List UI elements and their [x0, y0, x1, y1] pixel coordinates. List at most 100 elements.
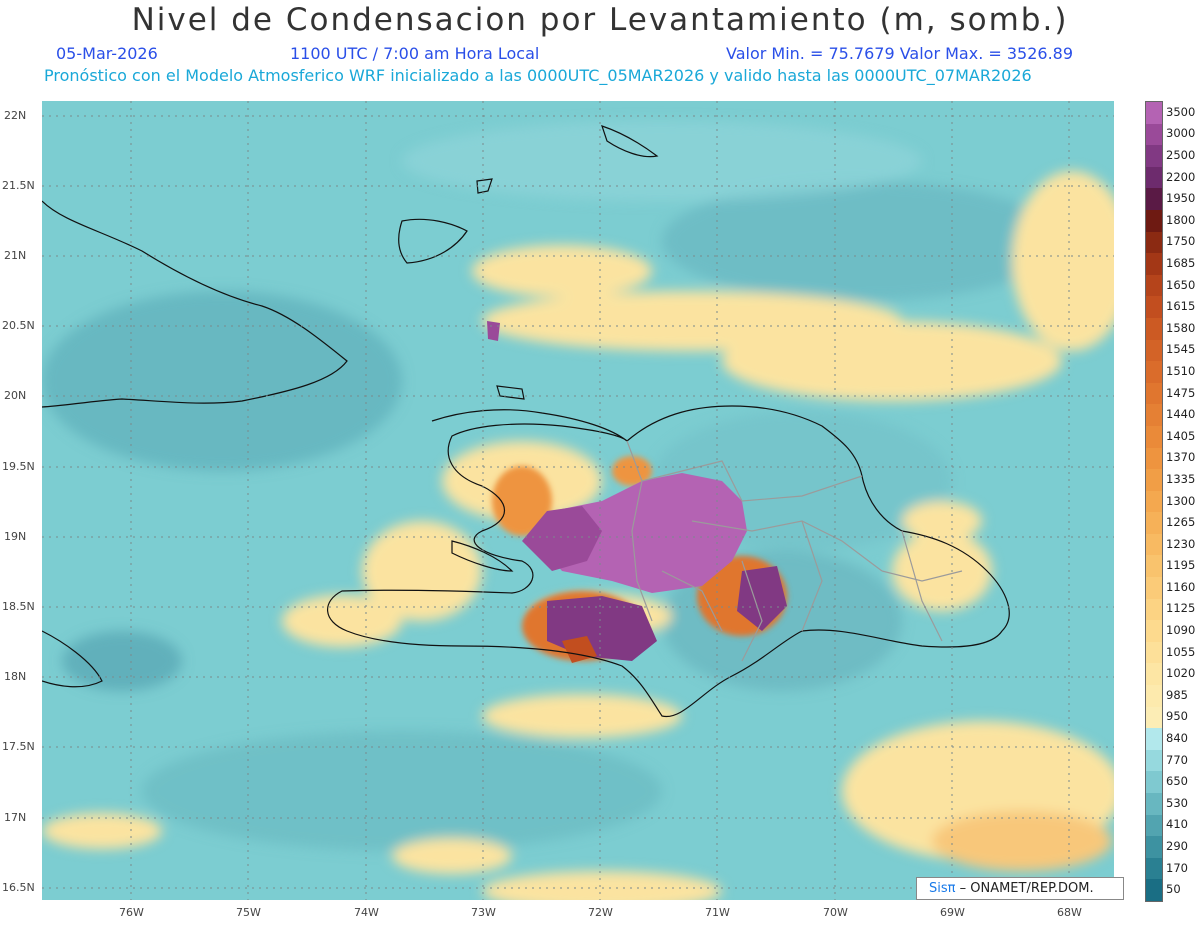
- colorbar-level-label: 1335: [1166, 471, 1196, 486]
- colorbar-level-label: 1370: [1166, 450, 1196, 465]
- lon-label: 75W: [236, 906, 261, 919]
- colorbar-level-label: 770: [1166, 752, 1188, 767]
- colorbar-segment: [1146, 145, 1162, 167]
- colorbar-level-label: 170: [1166, 860, 1188, 875]
- colorbar-level-label: 1580: [1166, 320, 1196, 335]
- map-title: Nivel de Condensacion por Levantamiento …: [131, 2, 1069, 38]
- bahamas-island-1: [398, 218, 468, 264]
- colorbar-segment: [1146, 253, 1162, 275]
- colorbar-segment: [1146, 102, 1162, 124]
- colorbar-segment: [1146, 577, 1162, 599]
- lat-label: 21N: [4, 249, 27, 262]
- colorbar-segment: [1146, 663, 1162, 686]
- colorbar-segment: [1146, 836, 1162, 858]
- colorbar-level-label: 3500: [1166, 104, 1196, 119]
- colorbar-segment: [1146, 123, 1162, 146]
- colorbar-segment: [1146, 728, 1162, 750]
- lon-label: 76W: [119, 906, 144, 919]
- hispaniola-coast: [327, 405, 1010, 718]
- lat-label: 17N: [4, 811, 27, 824]
- colorbar-level-label: 1615: [1166, 299, 1196, 314]
- colorbar-segment: [1146, 425, 1162, 448]
- lat-label: 21.5N: [2, 179, 35, 192]
- colorbar-level-label: 1160: [1166, 579, 1196, 594]
- lat-label: 18.5N: [2, 600, 35, 613]
- colorbar-level-label: 1055: [1166, 644, 1196, 659]
- bahamas-island-2: [601, 125, 659, 158]
- sispi-logo: Sisπ: [929, 881, 956, 896]
- colorbar-segment: [1146, 447, 1162, 470]
- colorbar-segment: [1146, 317, 1162, 340]
- jamaica-coast: [42, 630, 103, 688]
- colorbar-level-label: 1300: [1166, 493, 1196, 508]
- colorbar-level-label: 530: [1166, 795, 1188, 810]
- colorbar-level-label: 1020: [1166, 666, 1196, 681]
- colorbar-level-label: 1405: [1166, 428, 1196, 443]
- colorbar-segment: [1146, 771, 1162, 793]
- colorbar-segment: [1146, 188, 1162, 210]
- colorbar-level-label: 650: [1166, 774, 1188, 789]
- forecast-map[interactable]: [42, 101, 1114, 900]
- cuba-coast: [42, 200, 348, 408]
- colorbar-level-label: 985: [1166, 687, 1188, 702]
- colorbar-level-label: 410: [1166, 817, 1188, 832]
- colorbar-level-label: 1440: [1166, 407, 1196, 422]
- colorbar-level-label: 950: [1166, 709, 1188, 724]
- field-purple: [487, 321, 787, 663]
- colorbar-level-label: 840: [1166, 731, 1188, 746]
- lat-label: 22N: [4, 109, 27, 122]
- lon-label: 70W: [823, 906, 848, 919]
- colorbar-level-label: 1230: [1166, 536, 1196, 551]
- colorbar-segment: [1146, 296, 1162, 318]
- colorbar-level-label: 2200: [1166, 169, 1196, 184]
- lon-label: 73W: [471, 906, 496, 919]
- min-max-label: Valor Min. = 75.7679 Valor Max. = 3526.8…: [726, 44, 1074, 63]
- colorbar-segment: [1146, 382, 1162, 405]
- colorbar-segment: [1146, 533, 1162, 556]
- colorbar-level-label: 1545: [1166, 342, 1196, 357]
- colorbar-segment: [1146, 685, 1162, 707]
- colorbar-level-label: 3000: [1166, 126, 1196, 141]
- colorbar-level-label: 1650: [1166, 277, 1196, 292]
- colorbar-level-label: 1125: [1166, 601, 1196, 616]
- colorbar-level-label: 1510: [1166, 363, 1196, 378]
- lat-label: 19.5N: [2, 460, 35, 473]
- lon-label: 74W: [354, 906, 379, 919]
- colorbar-segment: [1146, 598, 1162, 621]
- inagua-island: [496, 385, 525, 400]
- colorbar-level-label: 1685: [1166, 255, 1196, 270]
- colorbar-segment: [1146, 339, 1162, 362]
- colorbar-segment: [1146, 814, 1162, 837]
- colorbar-segment: [1146, 274, 1162, 297]
- colorbar-level-label: 1265: [1166, 515, 1196, 530]
- colorbar-segment: [1146, 641, 1162, 664]
- lat-label: 19N: [4, 530, 27, 543]
- colorbar-segment: [1146, 231, 1162, 254]
- lat-label: 20N: [4, 389, 27, 402]
- lon-label: 71W: [705, 906, 730, 919]
- lon-label: 68W: [1057, 906, 1082, 919]
- lat-label: 17.5N: [2, 740, 35, 753]
- colorbar-level-label: 1950: [1166, 191, 1196, 206]
- colorbar-level-label: 2500: [1166, 147, 1196, 162]
- lat-label: 16.5N: [2, 881, 35, 894]
- colorbar-segment: [1146, 706, 1162, 729]
- colorbar-level-label: 1475: [1166, 385, 1196, 400]
- colorbar-segment: [1146, 490, 1162, 513]
- credit-box: Sisπ – ONAMET/REP.DOM.: [916, 877, 1124, 900]
- colorbar-segment: [1146, 555, 1162, 578]
- graticule: [42, 101, 1114, 900]
- colorbar-segment: [1146, 620, 1162, 642]
- colorbar-segment: [1146, 469, 1162, 491]
- colorbar-segment: [1146, 793, 1162, 815]
- colorbar-segment: [1146, 857, 1162, 880]
- lat-label: 18N: [4, 670, 27, 683]
- colorbar-segment: [1146, 749, 1162, 772]
- lon-label: 72W: [588, 906, 613, 919]
- colorbar-segment: [1146, 209, 1162, 232]
- colorbar-segment: [1146, 404, 1162, 426]
- colorbar-segment: [1146, 361, 1162, 383]
- colorbar: [1145, 101, 1163, 902]
- lat-label: 20.5N: [2, 319, 35, 332]
- province-borders: [626, 440, 963, 662]
